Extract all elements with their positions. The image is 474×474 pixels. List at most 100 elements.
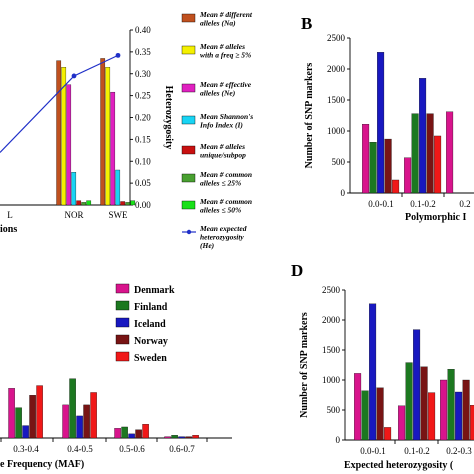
panel-a-legend-swatch [181,173,196,183]
panel-b-bar [426,113,434,194]
panel-c-bar [178,436,185,439]
panel-b-xtick-label: 0.2 [459,199,470,209]
panel-a-legend-label: Mean # common alleles ≤ 50% [199,197,252,215]
panel-b-bar [404,157,412,194]
panel-a-he-marker [115,52,121,58]
panel-c-legend-label: Finland [134,302,168,313]
panel-c: 0.3-0.4 0.4-0.5 0.5-0.6 0.6-0.7 e Frequency … [0,378,232,470]
panel-d-y-title: Number of SNP markers [299,312,310,418]
panel-a-ytick-label: 0.25 [135,91,151,101]
panel-c-legend-swatch [115,334,130,345]
panel-c-bar [114,428,121,439]
panel-d-bar [405,362,413,441]
panel-a-bar [125,202,131,206]
panel-d-bar [413,329,421,441]
panel-a-legend-swatch [181,200,196,210]
panel-a-ytick-label: 0.10 [135,156,151,166]
panel-c-legend-label: Denmark [134,285,175,296]
panel-a-bar [86,200,92,206]
panel-c-legend-swatch [115,317,130,328]
panel-a-xtick-label: SWE [109,210,129,220]
panel-a: 0.00 0.05 0.10 0.15 0.20 0.25 0.30 0.35 0.40 Hete… [0,25,174,235]
panel-b-x-title: Polymorphic I [405,212,466,223]
panel-d-ytick-label: 2500 [322,285,341,295]
panel-b-bar [384,138,392,194]
panel-a-ytick-label: 0.35 [135,47,151,57]
panel-b-ytick-label: 2000 [327,64,346,74]
panel-d-bar [361,390,369,441]
panel-d-bar [354,373,362,441]
panel-c-legend-label: Sweden [134,353,167,364]
panel-d-bar [462,379,470,441]
panel-d-bar [398,405,406,441]
panel-b-bar [369,142,377,194]
panel-d-ytick-label: 2000 [322,315,341,325]
panel-b-bar [446,111,454,194]
panel-a-ytick-label: 0.00 [135,200,151,210]
panel-c-x-title: e Frequency (MAF) [0,459,84,470]
panel-b-y-title: Number of SNP markers [304,63,315,169]
panel-d: 0 500 1000 1500 2000 2500 0.0-0.1 0.1-0.2 0.2-0.… [299,285,474,471]
panel-b-xtick-label: 0.0-0.1 [368,199,394,209]
panel-c-xtick-label: 0.3-0.4 [13,444,39,454]
panel-d-bar [440,379,448,441]
panel-a-legend-swatch [181,115,196,125]
panel-d-xtick-label: 0.1-0.2 [404,446,430,456]
panel-c-bar [142,424,149,439]
panel-d-ytick-label: 0 [336,435,341,445]
panel-c-legend-swatch [115,300,130,311]
panel-a-legend-swatch [181,83,196,93]
panel-a-legend-label: Mean # alleles with a freq ≥ 5% [199,42,251,60]
panel-a-bar [61,67,67,206]
panel-d-bar [428,392,436,441]
panel-a-x-title: ions [0,224,17,235]
panel-c-bar [76,415,83,439]
panel-c-bar [128,433,135,439]
panel-c-bar [121,426,128,439]
panel-c-bar [29,395,36,439]
panel-c-bar [90,392,97,439]
panel-d-bar [376,387,384,441]
panel-a-bar [66,84,72,206]
panel-d-bar [369,303,377,441]
panel-a-he-marker [71,73,77,79]
panel-a-legend-swatch [181,145,196,155]
panel-a-legend-label: Mean # effective alleles (Ne) [199,80,252,98]
panel-b-ytick-label: 500 [332,157,346,167]
panel-d-xtick-label: 0.0-0.1 [360,446,386,456]
panel-b-ytick-label: 1000 [327,126,346,136]
panel-b-bar [377,52,385,194]
panel-c-legend-swatch [115,351,130,362]
panel-a-bar [105,67,111,206]
panel-c-bar [8,388,15,439]
panel-c-legend-label: Norway [134,336,168,347]
panel-a-bar [76,200,82,206]
panel-a-legend-swatch [181,13,196,23]
panel-a-legend-label: Mean # common alleles ≤ 25% [199,170,252,188]
panel-b-ytick-label: 1500 [327,95,346,105]
panel-a-bar [115,169,121,206]
panel-c-bar [62,404,69,439]
panel-d-x-title: Expected heterozygosity ( [344,460,454,471]
panel-a-legend-label: Mean # alleles unique/subpop [199,142,246,160]
panel-a-bar [56,60,62,206]
panel-d-ytick-label: 1500 [322,345,341,355]
panel-a-legend: Mean # different alleles (Na) Mean # allel… [181,10,253,250]
panel-c-legend: Denmark Finland Iceland Norway Sweden [115,283,175,364]
panel-d-bar [384,427,392,441]
panel-d-ytick-label: 1000 [322,375,341,385]
panel-b-bar [419,78,427,194]
panel-a-bar [110,91,116,206]
panel-c-bar [171,435,178,439]
panel-a-bar [71,172,77,206]
panel-b-label: B [301,14,312,33]
panel-a-ytick-label: 0.05 [135,178,151,188]
panel-d-ytick-label: 500 [327,405,341,415]
panel-a-bar [100,58,106,206]
panel-c-bar [69,378,76,439]
panel-a-legend-swatch [181,45,196,55]
panel-d-bar [420,366,428,441]
panel-a-legend-label: Mean # different alleles (Na) [199,10,253,28]
panel-c-bar [36,385,43,439]
